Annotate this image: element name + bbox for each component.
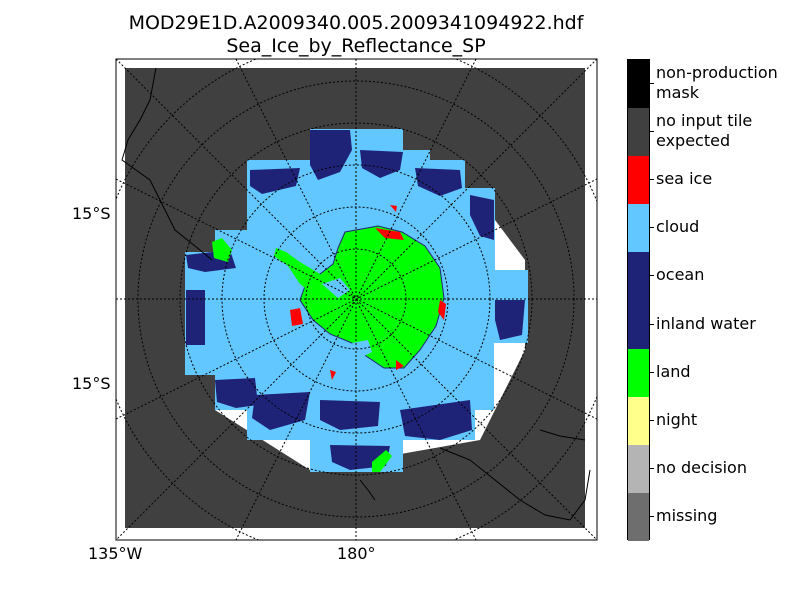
colorbar-tick (650, 371, 654, 373)
colorbar-label: inland water (656, 313, 756, 333)
south-america-land (212, 238, 232, 262)
colorbar-label: cloud (656, 217, 700, 237)
lat-label-upper: 15°S (72, 204, 111, 223)
colorbar-segment (628, 108, 649, 157)
colorbar-segment (628, 204, 649, 253)
colorbar-segment (628, 348, 649, 398)
graticule (116, 59, 597, 540)
colorbar-tick (650, 419, 654, 421)
map-frame (115, 58, 598, 541)
antarctic-peninsula (274, 248, 320, 292)
lon-label-west: 135°W (88, 544, 143, 563)
ice-shelf-detail (322, 278, 350, 298)
colorbar-tick (650, 179, 654, 181)
lon-label-180: 180° (337, 544, 376, 563)
colorbar-tick (650, 467, 654, 469)
colorbar-tick (650, 275, 654, 277)
colorbar-label: no decision (656, 457, 747, 477)
figure-subtitle: Sea_Ice_by_Reflectance_SP (226, 35, 486, 57)
colorbar-segment (628, 60, 649, 109)
colorbar-segment (628, 444, 649, 494)
colorbar-segment (628, 156, 649, 205)
colorbar-tick (650, 83, 654, 85)
colorbar-tick (650, 323, 654, 325)
colorbar-tick (650, 131, 654, 133)
colorbar-label: non-production mask (656, 63, 778, 103)
colorbar-tick (650, 515, 654, 517)
colorbar-label: no input tile expected (656, 111, 753, 151)
lat-label-lower: 15°S (72, 374, 111, 393)
colorbar-label: night (656, 409, 698, 429)
colorbar-label: land (656, 361, 691, 381)
colorbar-segment (628, 252, 649, 301)
colorbar-tick (650, 227, 654, 229)
colorbar-label: ocean (656, 265, 705, 285)
figure-title: MOD29E1D.A2009340.005.2009341094922.hdf (128, 12, 584, 34)
colorbar-label: missing (656, 505, 718, 525)
colorbar (627, 59, 650, 542)
colorbar-segment (628, 396, 649, 446)
new-zealand-land (372, 450, 392, 472)
colorbar-segment (628, 300, 649, 350)
coastlines (121, 67, 591, 521)
sea-ice-regions (290, 205, 446, 380)
colorbar-segment (628, 492, 649, 542)
colorbar-label: sea ice (656, 169, 713, 189)
